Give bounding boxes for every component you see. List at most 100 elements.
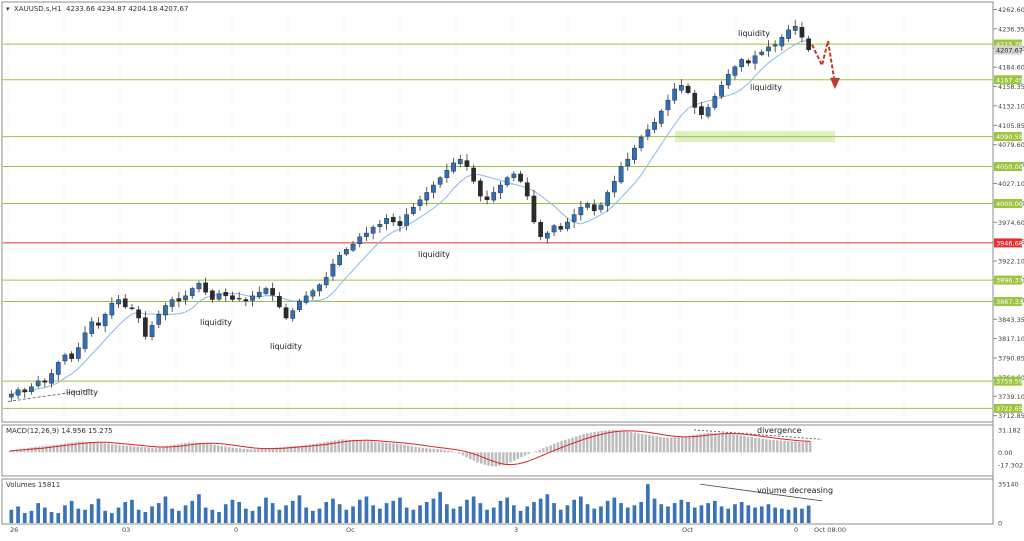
level-price-box (994, 238, 1022, 248)
price-tick-label: 4236.35 (998, 25, 1024, 33)
divergence-label: divergence (757, 426, 802, 435)
candle-body (618, 166, 624, 183)
candle-body (417, 199, 423, 206)
level-price-label: 4167.45 (996, 76, 1023, 84)
candle-body (310, 290, 316, 297)
level-price-box (994, 75, 1022, 85)
price-tick-label: 3739.10 (998, 393, 1024, 401)
projection-arrowhead (830, 77, 840, 89)
candle-body (679, 85, 684, 91)
time-tick-label: 3 (514, 526, 518, 534)
candle-body (779, 37, 785, 47)
level-price-box (994, 132, 1022, 142)
candle-body (330, 263, 336, 277)
candle-body (558, 226, 564, 230)
candle-body (712, 96, 718, 108)
candle-body (390, 216, 396, 223)
candle-body (277, 295, 282, 308)
candle-body (411, 206, 416, 214)
chart-title-icon: ▾ (6, 5, 10, 13)
level-price-label: 3722.65 (996, 405, 1023, 413)
liquidity-label-dip: liquidity (270, 342, 302, 351)
price-tick-label: 4105.85 (998, 122, 1024, 130)
level-price-box (994, 403, 1022, 413)
candle-body (545, 232, 550, 239)
time-tick-label: 0 (794, 526, 798, 534)
candle-body (638, 136, 644, 149)
candle-body (739, 59, 744, 68)
chart-symbol: XAUUSD.s,H1 (14, 5, 61, 13)
candle-body (129, 307, 135, 309)
candle-body (397, 221, 403, 226)
candle-body (156, 314, 162, 325)
price-tick-label: 4158.35 (998, 83, 1024, 91)
candle-body (230, 295, 235, 300)
candle-body (672, 88, 677, 101)
candle-body (102, 314, 108, 327)
candle-body (759, 51, 765, 55)
price-tick-label: 4027.10 (998, 180, 1024, 188)
ma-fast-line (11, 39, 809, 395)
candle-body (183, 295, 188, 301)
candle-body (29, 386, 34, 392)
candle-body (283, 307, 289, 319)
projection-arrow (811, 40, 836, 84)
macd-tick-label: 31.182 (998, 426, 1021, 434)
candle-body (799, 27, 805, 38)
candle-body (149, 325, 155, 337)
candle-body (163, 305, 168, 316)
macd-signal-line (9, 430, 811, 466)
candle-body (531, 195, 537, 223)
candle-body (196, 283, 202, 290)
candle-body (122, 298, 128, 308)
candle-body (35, 380, 41, 387)
candle-body (290, 310, 296, 319)
candle-body (76, 347, 81, 359)
divergence-line (693, 429, 823, 440)
candle-body (377, 223, 383, 227)
level-price-label: 4000.00 (996, 200, 1023, 208)
candle-body (605, 192, 610, 206)
candle-body (82, 332, 88, 349)
time-tick-label: 26 (10, 526, 18, 534)
time-tick-label-last: Oct 08:00 (814, 526, 846, 534)
time-tick-label: 0 (234, 526, 238, 534)
volume-tick-label: 35140 (998, 481, 1019, 489)
candle-body (518, 173, 523, 182)
candle-body (511, 173, 517, 178)
volume-trend-line (699, 483, 823, 502)
candle-body (625, 158, 631, 167)
candle-body (303, 295, 309, 303)
level-price-box (994, 297, 1022, 307)
candle-body (746, 60, 751, 64)
candle-body (344, 249, 349, 255)
level-price-label: 3946.68 (996, 239, 1023, 247)
candle-body (551, 225, 557, 233)
candle-body (451, 162, 456, 172)
candle-body (719, 85, 724, 97)
level-price-label: 4207.67 (996, 47, 1023, 55)
time-tick-label: Oc (346, 526, 355, 534)
candle-body (243, 299, 249, 302)
level-price-box (994, 45, 1022, 55)
macd-tick-label: -17.302 (998, 461, 1023, 469)
price-tick-label: 3817.10 (998, 335, 1024, 343)
candle-body (384, 218, 389, 224)
candle-body (498, 184, 503, 194)
level-price-label: 4090.58 (996, 133, 1023, 141)
candle-body (42, 380, 48, 383)
candle-body (317, 284, 322, 292)
candle-body (457, 158, 463, 164)
liquidity-label-left: liquidity (200, 318, 232, 327)
time-tick-label: Oct (682, 526, 694, 534)
candle-body (256, 291, 262, 297)
candle-body (665, 99, 671, 111)
candle-body (210, 290, 215, 300)
candle-body (612, 181, 617, 193)
candle-body (89, 321, 95, 334)
candle-body (484, 196, 490, 201)
candle-body (464, 160, 470, 167)
candle-body (22, 389, 28, 393)
level-price-box (994, 39, 1022, 49)
